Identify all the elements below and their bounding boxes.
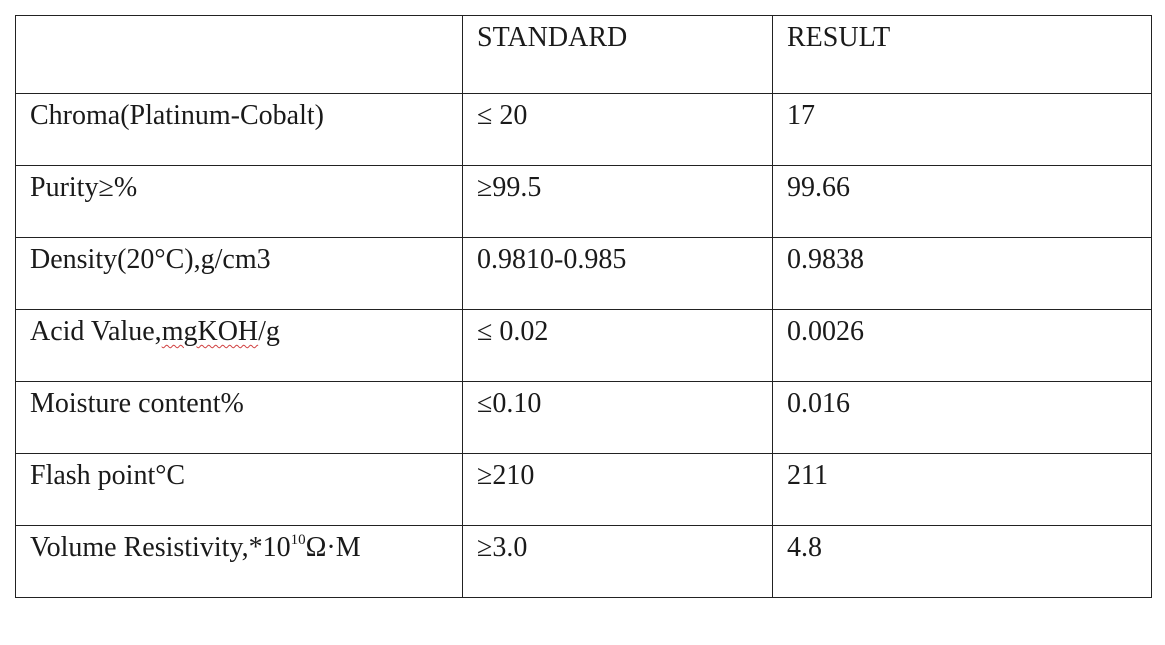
standard-cell: ≤ 20	[462, 93, 773, 166]
header-cell-property	[15, 15, 463, 94]
standard-cell: ≥210	[462, 453, 773, 526]
property-text: /g	[258, 316, 280, 347]
spellcheck-marked-word: mgKOH	[161, 316, 259, 347]
property-text: Volume Resistivity,*10	[30, 532, 291, 563]
standard-cell: ≤0.10	[462, 381, 773, 454]
property-cell: Volume Resistivity,*1010Ω·M	[15, 525, 463, 598]
standard-cell: ≤ 0.02	[462, 309, 773, 382]
table-row: Moisture content% ≤0.10 0.016	[15, 381, 1152, 454]
table-row: Volume Resistivity,*1010Ω·M ≥3.0 4.8	[15, 525, 1152, 598]
property-text: Acid Value,	[30, 316, 162, 347]
result-cell: 0.016	[772, 381, 1152, 454]
table-row: Density(20°C),g/cm3 0.9810-0.985 0.9838	[15, 237, 1152, 310]
property-cell: Acid Value,mgKOH/g	[15, 309, 463, 382]
property-cell: Flash point°C	[15, 453, 463, 526]
standard-cell: ≥99.5	[462, 165, 773, 238]
result-cell: 4.8	[772, 525, 1152, 598]
table-row: Chroma(Platinum-Cobalt) ≤ 20 17	[15, 93, 1152, 166]
result-cell: 99.66	[772, 165, 1152, 238]
table-row: Flash point°C ≥210 211	[15, 453, 1152, 526]
result-cell: 211	[772, 453, 1152, 526]
header-cell-standard: STANDARD	[462, 15, 773, 94]
property-text: Ω·M	[305, 532, 361, 563]
standard-cell: 0.9810-0.985	[462, 237, 773, 310]
result-cell: 0.0026	[772, 309, 1152, 382]
property-cell: Purity≥%	[15, 165, 463, 238]
specification-table: STANDARD RESULT Chroma(Platinum-Cobalt) …	[15, 15, 1152, 598]
table-row: Purity≥% ≥99.5 99.66	[15, 165, 1152, 238]
table-header-row: STANDARD RESULT	[15, 15, 1152, 94]
standard-cell: ≥3.0	[462, 525, 773, 598]
table-row: Acid Value,mgKOH/g ≤ 0.02 0.0026	[15, 309, 1152, 382]
property-cell: Chroma(Platinum-Cobalt)	[15, 93, 463, 166]
result-cell: 0.9838	[772, 237, 1152, 310]
header-cell-result: RESULT	[772, 15, 1152, 94]
result-cell: 17	[772, 93, 1152, 166]
exponent: 10	[290, 532, 306, 548]
property-cell: Density(20°C),g/cm3	[15, 237, 463, 310]
property-cell: Moisture content%	[15, 381, 463, 454]
